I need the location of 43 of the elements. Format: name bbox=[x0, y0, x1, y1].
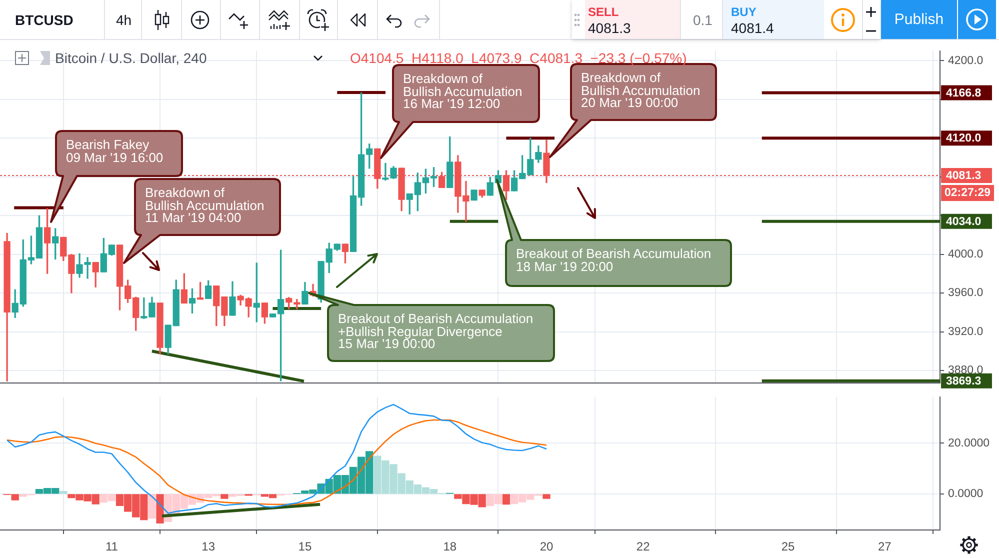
annotation: Breakout of Bearish Accumulation 18 Mar '19 20:00 bbox=[516, 246, 712, 274]
bar bbox=[60, 491, 68, 494]
data-label: 4034.0 bbox=[946, 216, 982, 228]
text: 02:27:29 bbox=[941, 184, 994, 201]
annotation: Breakout of Bearish Accumulation +Bullish Regular Divergence 15 Mar '19 00:00 bbox=[338, 311, 534, 351]
annotation: Breakdown of Bullish Accumulation 20 Mar '19 00:00 bbox=[581, 70, 700, 110]
x-tick-label: 11 bbox=[105, 540, 118, 554]
text: 0.1 bbox=[693, 12, 712, 28]
bar bbox=[542, 494, 550, 499]
annotation: Bearish Fakey 09 Mar '19 16:00 bbox=[66, 137, 164, 164]
y-tick-label: 20.0000 bbox=[948, 437, 990, 450]
chart-title: BTCUSD bbox=[15, 12, 74, 28]
text: BUY bbox=[731, 5, 756, 19]
bar bbox=[220, 494, 228, 499]
y-tick-label: 4200.0 bbox=[948, 54, 984, 67]
bar bbox=[148, 494, 156, 519]
y-tick-label: 3960.0 bbox=[948, 287, 984, 300]
text: Publish bbox=[881, 0, 957, 39]
y-tick-label: 3920.0 bbox=[948, 326, 984, 338]
ref-line-label: 4081.3 bbox=[946, 170, 982, 182]
annotation: Breakdown of Bullish Accumulation 11 Mar '19 04:00 bbox=[145, 185, 264, 225]
x-tick-label: 20 bbox=[540, 540, 554, 554]
chart-subtitle: Bitcoin / U.S. Dollar, 240 bbox=[55, 50, 207, 66]
data-label: 4120.0 bbox=[946, 132, 982, 145]
data-label: 4166.8 bbox=[946, 87, 982, 100]
y-tick-label: 3880.0 bbox=[948, 364, 984, 377]
text: 4081.4 bbox=[731, 20, 774, 36]
y-tick-label: 4000.0 bbox=[948, 248, 984, 260]
text: SELL bbox=[588, 5, 619, 19]
x-tick-label: 13 bbox=[202, 540, 216, 554]
x-tick-label: 22 bbox=[636, 540, 650, 554]
x-tick-label: 18 bbox=[443, 540, 457, 554]
data-label: 3869.3 bbox=[946, 376, 982, 388]
annotation: O4104.5 H4118.0 L4073.9 C4081.3 −23.3 (−0.57%) bbox=[350, 50, 687, 66]
text: 4081.3 bbox=[588, 20, 631, 36]
text: 4h bbox=[116, 12, 132, 28]
y-tick-label: 0.0000 bbox=[948, 488, 984, 500]
bar bbox=[156, 494, 164, 524]
bar bbox=[502, 494, 510, 505]
x-tick-label: 15 bbox=[298, 540, 312, 554]
annotation: Breakdown of Bullish Accumulation 16 Mar '19 12:00 bbox=[403, 71, 522, 111]
x-tick-label: 27 bbox=[878, 540, 892, 554]
x-tick-label: 25 bbox=[781, 540, 796, 554]
